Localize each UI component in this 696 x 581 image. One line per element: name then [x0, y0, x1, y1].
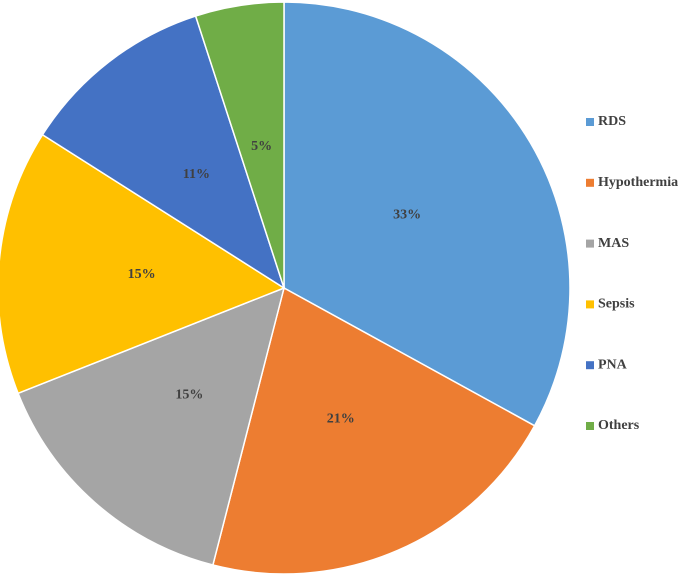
legend-marker — [586, 422, 594, 430]
pie-slice — [41, 15, 286, 290]
legend-label: MAS — [598, 236, 629, 251]
pie-slice — [194, 1, 285, 289]
data-label: 11% — [183, 167, 210, 182]
legend-label: RDS — [598, 114, 626, 129]
legend-marker — [586, 361, 594, 370]
data-label: 15% — [128, 267, 156, 282]
legend-label: Sepsis — [598, 297, 635, 312]
pie-slice — [17, 286, 286, 566]
pie-slice — [283, 1, 571, 427]
pie-slice — [0, 133, 286, 395]
legend-label: Others — [598, 418, 640, 433]
legend-marker — [586, 300, 594, 309]
legend-marker — [586, 118, 594, 126]
legend-marker — [586, 239, 594, 248]
data-label: 33% — [393, 207, 421, 222]
data-label: 21% — [327, 411, 355, 426]
data-label: 15% — [175, 387, 203, 402]
data-label: 5% — [251, 139, 272, 154]
pie-slice — [211, 286, 536, 575]
legend-marker — [586, 178, 594, 187]
legend-label: Hypothermia — [598, 175, 678, 190]
legend-label: PNA — [598, 357, 628, 372]
